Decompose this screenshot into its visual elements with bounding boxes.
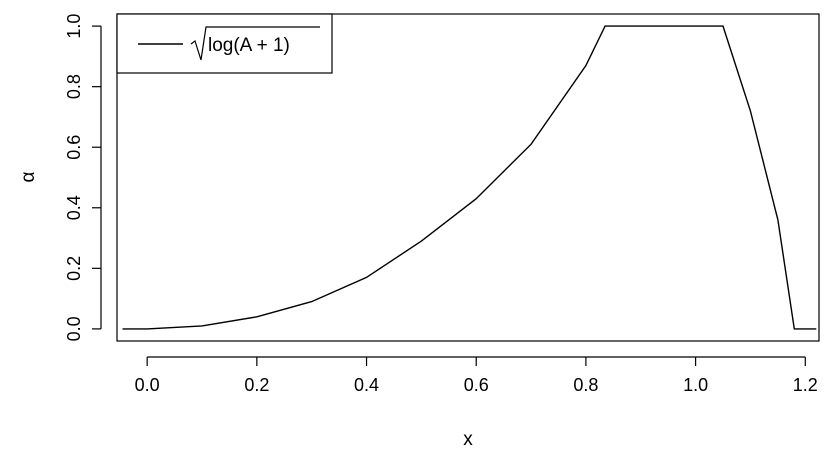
x-axis: 0.0 0.2 0.4 0.6 0.8 1.0 1.2: [135, 356, 818, 395]
x-tick-label: 1.0: [683, 375, 708, 395]
x-tick-label: 0.2: [244, 375, 269, 395]
y-tick-label: 0.8: [64, 74, 84, 99]
x-tick-label: 0.0: [135, 375, 160, 395]
series-line: [122, 25, 817, 330]
legend-label: log(A + 1): [208, 35, 290, 56]
y-tick-label: 0.4: [64, 195, 84, 220]
x-tick-label: 0.8: [573, 375, 598, 395]
y-tick-label: 1.0: [64, 14, 84, 39]
y-tick-label: 0.2: [64, 256, 84, 281]
y-tick-label: 0.6: [64, 135, 84, 160]
x-tick-label: 0.6: [464, 375, 489, 395]
legend: log(A + 1): [116, 13, 333, 74]
y-tick-label: 0.0: [64, 316, 84, 341]
y-axis-title: α: [18, 171, 39, 182]
plot-box: [116, 13, 820, 342]
y-axis: 0.0 0.2 0.4 0.6 0.8 1.0: [64, 14, 102, 341]
x-tick-label: 0.4: [354, 375, 379, 395]
x-tick-label: 1.2: [793, 375, 818, 395]
x-axis-title: x: [463, 429, 473, 450]
legend-radical-sign: [190, 26, 320, 61]
